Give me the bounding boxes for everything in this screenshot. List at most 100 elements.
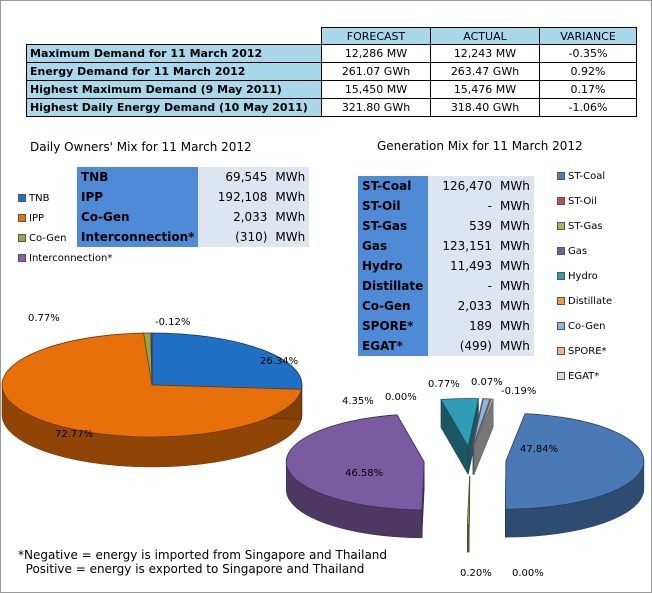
- gen-value: 2,033: [428, 296, 496, 316]
- table-row: Distillate - MWh: [358, 276, 534, 296]
- variance-cell: -0.35%: [539, 44, 637, 63]
- data-label: 0.20%: [460, 568, 492, 579]
- owner-value: (310): [198, 227, 272, 247]
- variance-header: VARIANCE: [539, 27, 637, 45]
- forecast-cell: 321.80 GWh: [321, 98, 431, 117]
- gen-value: -: [428, 196, 496, 216]
- gen-value: 539: [428, 216, 496, 236]
- row-label: Energy Demand for 11 March 2012: [26, 62, 322, 81]
- pie-slice: [473, 398, 494, 447]
- data-label: -0.12%: [155, 317, 190, 328]
- table-row: IPP 192,108 MWh: [77, 187, 310, 207]
- data-label: 0.07%: [471, 377, 503, 388]
- legend-item: EGAT*: [557, 370, 612, 382]
- gen-name: Co-Gen: [358, 296, 428, 316]
- legend-label: Co-Gen: [29, 232, 67, 244]
- legend-swatch: [557, 172, 565, 180]
- data-label: 0.77%: [428, 379, 460, 390]
- legend-item: TNB: [18, 192, 112, 204]
- gen-name: Hydro: [358, 256, 428, 276]
- legend-label: IPP: [29, 212, 45, 224]
- gen-value: 126,470: [428, 176, 496, 196]
- legend-swatch: [18, 234, 26, 242]
- generation-pie: 47.84% 0.00% 0.20% 46.58% 4.35% 0.00% 0.77% 0.0…: [285, 377, 645, 579]
- legend-swatch: [557, 322, 565, 330]
- legend-label: TNB: [29, 192, 50, 204]
- data-label: 72.77%: [55, 429, 93, 440]
- legend-swatch: [18, 214, 26, 222]
- table-row: Interconnection* (310) MWh: [77, 227, 310, 247]
- legend-label: Co-Gen: [568, 320, 606, 332]
- row-label: Highest Maximum Demand (9 May 2011): [26, 80, 322, 99]
- owner-unit: MWh: [271, 187, 310, 207]
- data-label: 26.34%: [260, 356, 298, 367]
- legend-label: Distillate: [568, 295, 613, 307]
- legend-item: ST-Coal: [557, 170, 612, 182]
- table-row: EGAT* (499) MWh: [358, 336, 534, 356]
- owner-name: Co-Gen: [77, 207, 199, 227]
- legend-swatch: [557, 222, 565, 230]
- gen-value: 11,493: [428, 256, 496, 276]
- pie-slice: [504, 413, 645, 510]
- gen-name: Distillate: [358, 276, 428, 296]
- gen-value: (499): [428, 336, 496, 356]
- owners-pie: 26.34% 72.77% 0.77% -0.12%: [1, 313, 303, 468]
- legend-swatch: [557, 297, 565, 305]
- legend-swatch: [557, 347, 565, 355]
- gen-value: -: [428, 276, 496, 296]
- data-label: 0.00%: [385, 392, 417, 403]
- actual-cell: 15,476 MW: [430, 80, 540, 99]
- data-label: -0.19%: [501, 386, 536, 397]
- legend-swatch: [18, 194, 26, 202]
- actual-cell: 12,243 MW: [430, 44, 540, 63]
- owner-unit: MWh: [271, 167, 310, 187]
- variance-cell: 0.92%: [539, 62, 637, 81]
- owner-value: 69,545: [198, 167, 272, 187]
- gen-unit: MWh: [496, 336, 534, 356]
- data-label: 0.77%: [28, 313, 60, 324]
- variance-cell: -1.06%: [539, 98, 637, 117]
- actual-header: ACTUAL: [430, 27, 540, 45]
- gen-unit: MWh: [496, 236, 534, 256]
- gen-unit: MWh: [496, 196, 534, 216]
- legend-label: Interconnection*: [29, 252, 113, 264]
- data-label: 46.58%: [345, 468, 383, 479]
- legend-swatch: [557, 197, 565, 205]
- legend-item: IPP: [18, 212, 112, 224]
- table-row: Maximum Demand for 11 March 2012 12,286 …: [26, 44, 637, 63]
- owner-value: 192,108: [198, 187, 272, 207]
- table-row: Hydro 11,493 MWh: [358, 256, 534, 276]
- gen-value: 189: [428, 316, 496, 336]
- legend-swatch: [557, 372, 565, 380]
- demand-summary-table: FORECAST ACTUAL VARIANCE Maximum Demand …: [26, 27, 637, 117]
- legend-item: Co-Gen: [18, 232, 112, 244]
- legend-label: ST-Gas: [568, 220, 603, 232]
- legend-label: ST-Coal: [568, 170, 606, 182]
- row-label: Maximum Demand for 11 March 2012: [26, 44, 322, 63]
- pie-slice: [472, 398, 491, 447]
- legend-item: Distillate: [557, 295, 612, 307]
- legend-label: ST-Oil: [568, 195, 597, 207]
- footnote: *Negative = energy is imported from Sing…: [18, 548, 388, 576]
- table-row: Energy Demand for 11 March 2012 261.07 G…: [26, 62, 637, 81]
- table-row: ST-Coal 126,470 MWh: [358, 176, 534, 196]
- data-label: 4.35%: [342, 396, 374, 407]
- pie-slice: [151, 332, 303, 390]
- owner-value: 2,033: [198, 207, 272, 227]
- actual-cell: 318.40 GWh: [430, 98, 540, 117]
- legend-item: ST-Gas: [557, 220, 612, 232]
- pie-slice: [466, 476, 471, 525]
- forecast-cell: 15,450 MW: [321, 80, 431, 99]
- gen-unit: MWh: [496, 276, 534, 296]
- generation-mix-table: ST-Coal 126,470 MWh ST-Oil - MWh ST-Gas 539 MW…: [358, 176, 534, 356]
- summary-corner: [26, 27, 322, 45]
- owners-legend: TNB IPP Co-Gen Interconnection*: [18, 192, 112, 272]
- owners-mix-table: TNB 69,545 MWh IPP 192,108 MWh Co-Gen 2,033 MW…: [77, 167, 310, 247]
- legend-label: Hydro: [568, 270, 598, 282]
- legend-label: Gas: [568, 245, 588, 257]
- table-row: Highest Maximum Demand (9 May 2011) 15,4…: [26, 80, 637, 99]
- gen-name: ST-Oil: [358, 196, 428, 216]
- legend-swatch: [557, 272, 565, 280]
- legend-label: SPORE*: [568, 345, 607, 357]
- legend-item: ST-Oil: [557, 195, 612, 207]
